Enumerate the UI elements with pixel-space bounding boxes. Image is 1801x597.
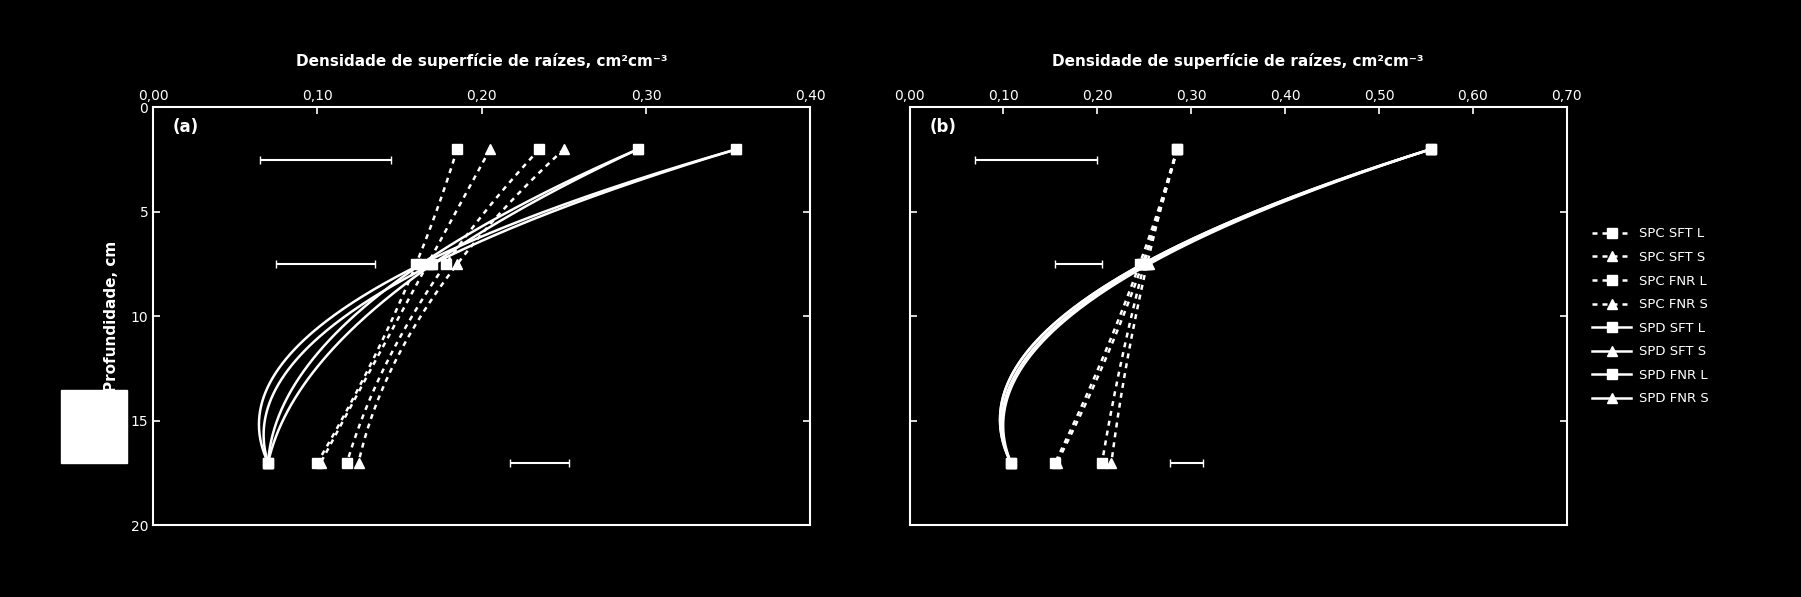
Text: (b): (b) xyxy=(929,118,956,136)
Text: (a): (a) xyxy=(173,118,198,136)
Title: Densidade de superfície de raízes, cm²cm⁻³: Densidade de superfície de raízes, cm²cm… xyxy=(1052,53,1425,69)
Bar xyxy=(61,390,126,463)
Y-axis label: Profundidade, cm: Profundidade, cm xyxy=(104,241,119,392)
Legend: SPC SFT L, SPC SFT S, SPC FNR L, SPC FNR S, SPD SFT L, SPD SFT S, SPD FNR L, SPD: SPC SFT L, SPC SFT S, SPC FNR L, SPC FNR… xyxy=(1587,222,1715,411)
Title: Densidade de superfície de raízes, cm²cm⁻³: Densidade de superfície de raízes, cm²cm… xyxy=(295,53,668,69)
